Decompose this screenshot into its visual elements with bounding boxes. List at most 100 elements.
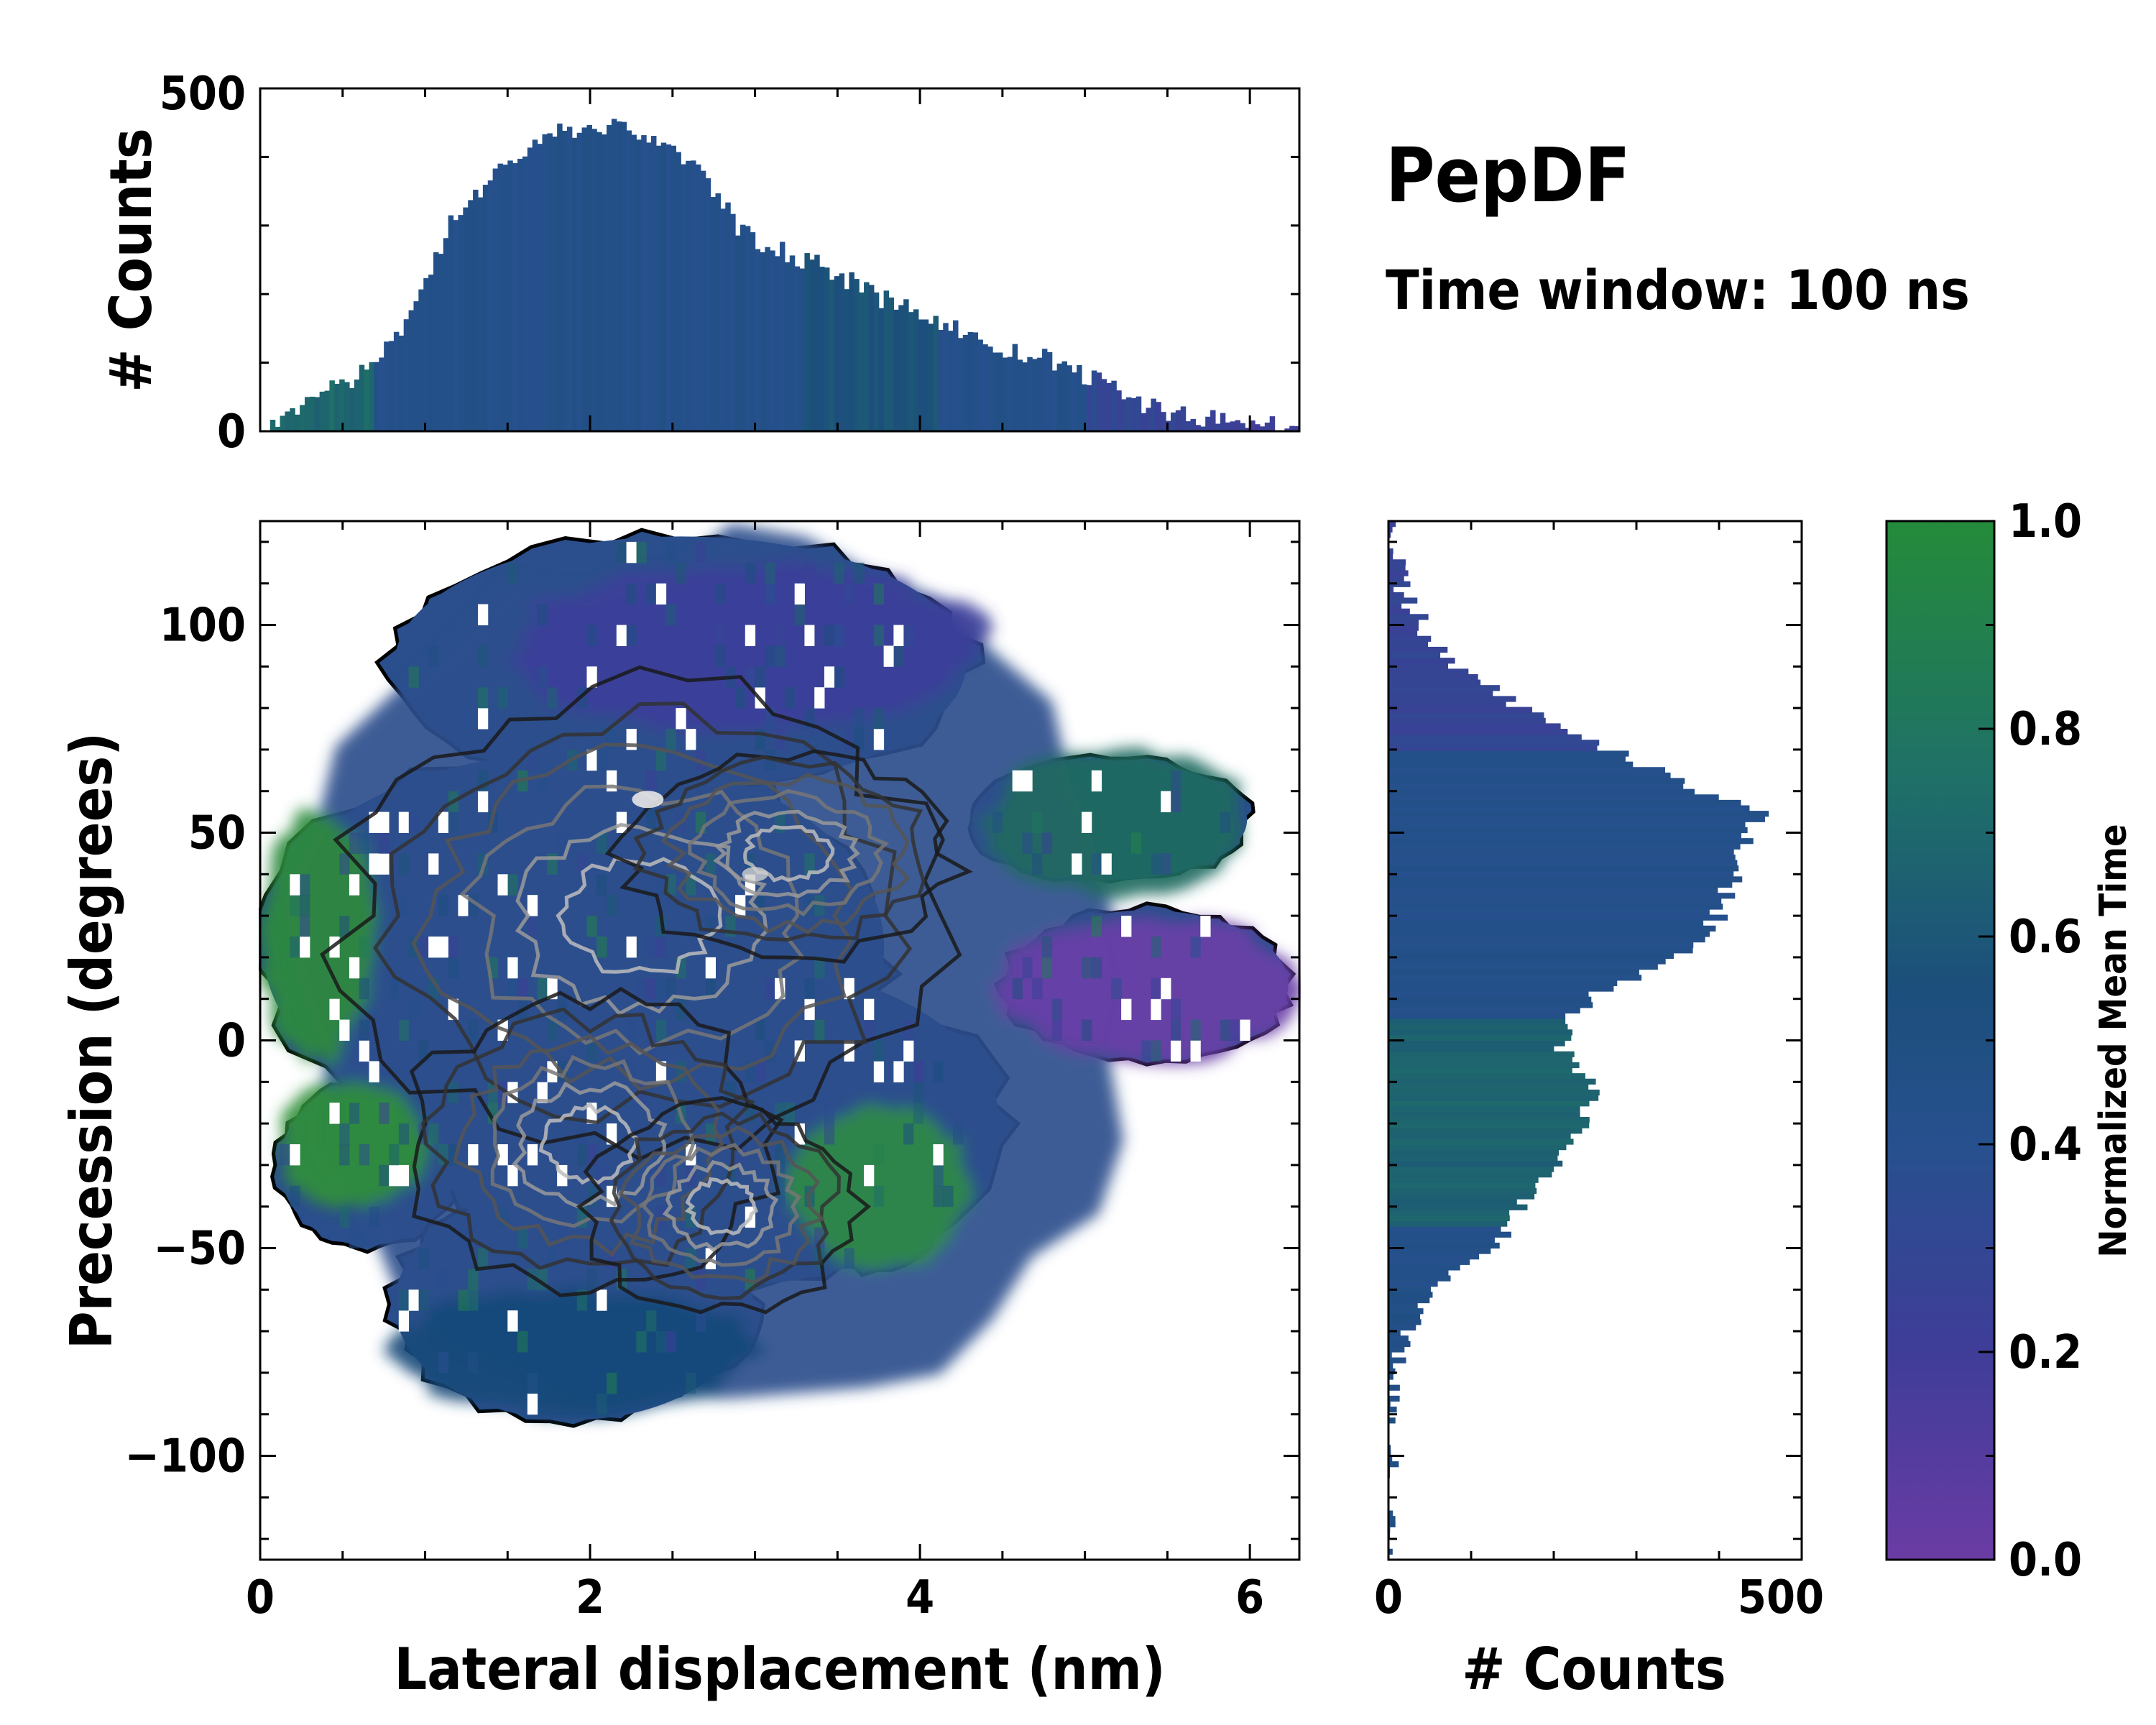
heatmap-bin: [655, 874, 667, 896]
empty-bin: [438, 937, 449, 958]
right-histogram-bar: [1388, 673, 1478, 681]
right-histogram-bar: [1388, 1155, 1558, 1162]
heatmap-bin: [705, 853, 716, 875]
top-histogram-bar: [1180, 406, 1187, 431]
right-histogram-bar: [1388, 641, 1429, 648]
heatmap-bin: [389, 1144, 400, 1166]
top-histogram-bar: [923, 319, 929, 431]
right-histogram-bar: [1388, 729, 1568, 735]
right-histogram-bar: [1388, 1013, 1566, 1019]
heatmap-bin: [398, 895, 410, 916]
heatmap-bin: [636, 978, 647, 1000]
empty-bin: [655, 1061, 667, 1082]
heatmap-bin: [854, 708, 865, 730]
top-histogram-bar: [418, 289, 424, 431]
heatmap-bin: [537, 978, 548, 1000]
empty-bin: [844, 978, 854, 1000]
contour-2-2: [618, 1125, 826, 1284]
heatmap-bin: [468, 1269, 479, 1290]
heatmap-bin: [695, 1310, 706, 1332]
right-histogram-bar: [1388, 1210, 1510, 1216]
heatmap-bin: [646, 770, 657, 792]
right-histogram-bar: [1388, 581, 1411, 587]
heatmap-bin: [1151, 1040, 1161, 1062]
top-histogram-bar: [829, 280, 835, 431]
top-histogram-bar: [1056, 363, 1063, 431]
heatmap-bin: [765, 645, 775, 667]
top-histogram-bar: [374, 362, 379, 431]
heatmap-bin: [359, 1144, 369, 1166]
top-histogram-bar: [878, 308, 885, 431]
heatmap-bin: [607, 729, 617, 750]
heatmap-bin: [873, 1185, 885, 1208]
top-histogram-bar: [918, 319, 924, 431]
heatmap-bin: [448, 957, 459, 979]
heatmap-bin: [646, 811, 657, 833]
top-histogram-bar: [576, 132, 583, 431]
heatmap-bin: [814, 1019, 825, 1041]
right-histogram-bar: [1388, 701, 1506, 708]
heatmap-bin: [784, 687, 796, 709]
top-histogram-bar: [458, 215, 464, 431]
empty-bin: [814, 687, 825, 709]
heatmap-bin: [665, 729, 676, 750]
top-histogram-bar: [547, 133, 553, 431]
empty-bin: [804, 625, 815, 646]
top-histogram-bar: [482, 185, 489, 431]
top-histogram-bar: [468, 200, 474, 431]
top-histogram-bar: [611, 119, 617, 432]
top-histogram-bar: [938, 329, 944, 431]
top-histogram-bar: [868, 285, 875, 431]
right-histogram-bar: [1388, 614, 1429, 620]
main-ytick-label: 50: [188, 807, 246, 860]
empty-bin: [883, 645, 894, 667]
top-histogram-bar: [650, 136, 657, 431]
top-histogram-bar: [784, 262, 791, 431]
heatmap-bin: [636, 541, 647, 564]
empty-bin: [1161, 791, 1171, 813]
right-histogram-bar: [1388, 849, 1734, 855]
top-histogram-bar: [854, 279, 860, 431]
heatmap-bin: [1170, 770, 1181, 792]
right-histogram-bar: [1388, 756, 1626, 763]
right-histogram-bar: [1388, 1237, 1495, 1243]
top-histogram-bar: [557, 123, 563, 431]
empty-bin: [933, 1144, 944, 1166]
heatmap-bin: [1032, 978, 1043, 1000]
heatmap-bin: [1041, 937, 1053, 958]
top-histogram-bar: [1230, 421, 1236, 431]
right-histogram-bar: [1388, 586, 1394, 593]
right-histogram-bar: [1388, 1313, 1421, 1320]
heatmap-bin: [398, 853, 410, 875]
heatmap-bin: [369, 1206, 379, 1228]
top-histogram-bar: [720, 208, 726, 431]
right-histogram-bar: [1388, 1116, 1590, 1123]
top-histogram-bar: [364, 369, 370, 431]
top-histogram-bar: [290, 408, 295, 431]
heatmap-bin: [586, 1040, 597, 1062]
heatmap-bin: [1091, 916, 1102, 937]
empty-bin: [398, 1164, 410, 1187]
top-histogram-bar: [602, 134, 607, 431]
heatmap-bin: [458, 1289, 469, 1311]
top-histogram-bar: [676, 152, 681, 432]
top-histogram-bar: [1116, 390, 1122, 431]
main-xtick-label: 0: [246, 1571, 275, 1624]
top-histogram-bar: [908, 312, 914, 431]
heatmap-bin: [428, 1123, 439, 1145]
heatmap-bin: [626, 625, 637, 646]
heatmap-bin: [655, 749, 667, 771]
top-histogram-bar: [1210, 410, 1216, 431]
right-histogram-bar: [1388, 920, 1704, 926]
top-histogram-bar: [295, 414, 300, 431]
empty-bin: [359, 1040, 369, 1062]
top-histogram-bar: [700, 170, 706, 432]
top-histogram-bar: [967, 331, 974, 431]
top-histogram-frame: [259, 87, 1301, 433]
heatmap-bin: [775, 625, 786, 646]
heatmap-bin: [1082, 957, 1092, 979]
top-histogram-bar: [943, 323, 949, 431]
heatmap-bin: [834, 625, 845, 646]
main-xtick-label: 2: [576, 1571, 604, 1624]
top-histogram-bar: [888, 297, 894, 431]
